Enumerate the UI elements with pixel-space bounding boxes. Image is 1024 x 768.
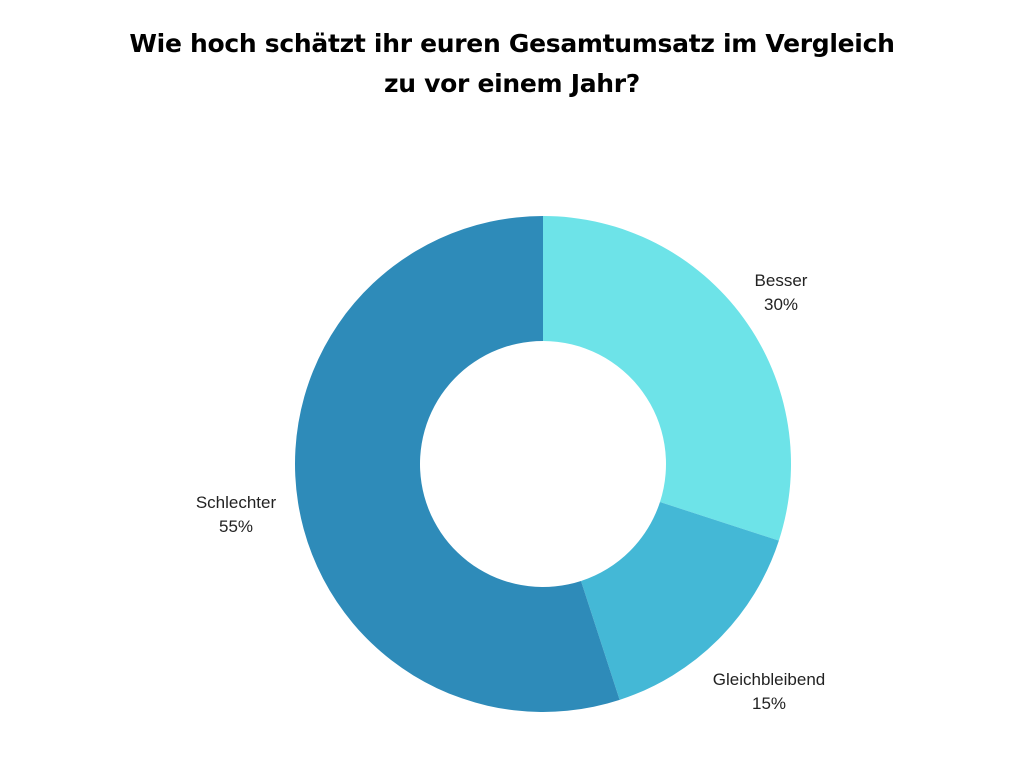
slice-percent: 15%	[752, 694, 786, 713]
slice-name: Schlechter	[196, 493, 277, 512]
slice-besser	[543, 216, 791, 541]
slice-label-schlechter: Schlechter 55%	[196, 493, 277, 536]
slice-percent: 30%	[764, 295, 798, 314]
slice-name: Gleichbleibend	[713, 670, 825, 689]
slice-percent: 55%	[219, 517, 253, 536]
slices-group	[295, 216, 791, 712]
slice-label-besser: Besser 30%	[755, 271, 808, 314]
slice-name: Besser	[755, 271, 808, 290]
slice-label-gleichbleibend: Gleichbleibend 15%	[713, 670, 825, 713]
